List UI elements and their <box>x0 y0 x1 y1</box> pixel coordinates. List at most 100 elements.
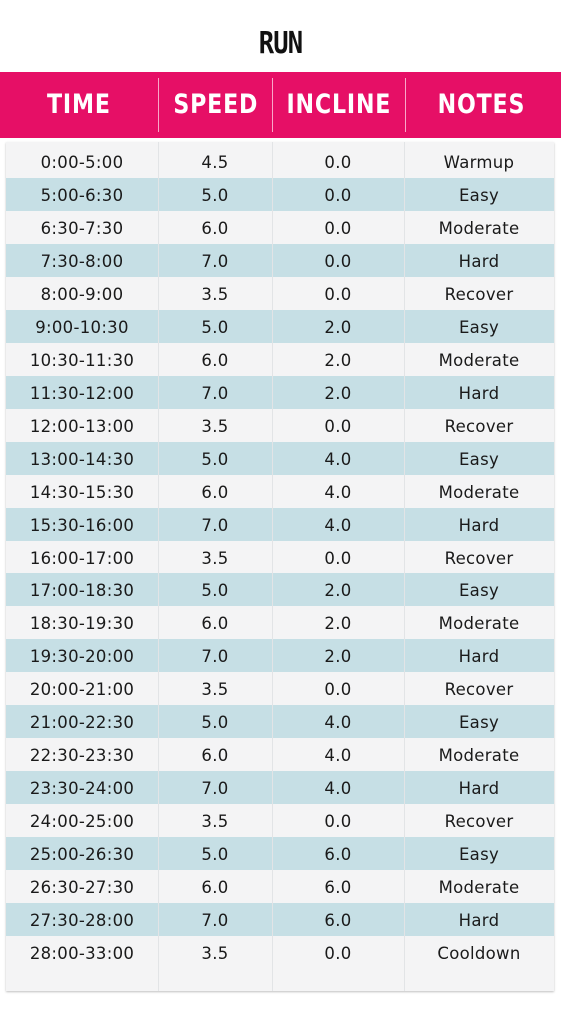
cell-notes: Moderate <box>438 350 520 370</box>
cell-notes: Hard <box>458 383 500 403</box>
cell-notes: Moderate <box>438 482 520 502</box>
cell-time: 17:00-18:30 <box>29 581 135 601</box>
cell-time: 11:30-12:00 <box>29 383 135 403</box>
cell-time: 9:00-10:30 <box>35 317 129 337</box>
cell-time: 5:00-6:30 <box>40 185 124 205</box>
cell-notes: Hard <box>458 515 500 535</box>
cell-incline: 2.0 <box>324 647 352 667</box>
table-header: TIME SPEED INCLINE NOTES <box>0 72 561 138</box>
cell-speed: 4.5 <box>201 153 229 172</box>
table-row: 28:00-33:00 3.5 0.0 Cooldown <box>6 936 554 969</box>
cell-incline: 0.0 <box>324 812 352 832</box>
cell-time: 24:00-25:00 <box>29 812 135 832</box>
table-row: 10:30-11:30 6.0 2.0 Moderate <box>6 343 554 376</box>
cell-speed: 3.5 <box>201 680 229 700</box>
cell-time: 13:00-14:30 <box>29 449 135 469</box>
cell-time: 6:30-7:30 <box>40 218 124 238</box>
table-row: 25:00-26:30 5.0 6.0 Easy <box>6 837 554 871</box>
table-row: 16:00-17:00 3.5 0.0 Recover <box>6 541 554 574</box>
table-row: 0:00-5:00 4.5 0.0 Warmup <box>6 145 554 178</box>
header-time: TIME <box>47 89 111 120</box>
cell-notes: Hard <box>458 251 500 271</box>
cell-time: 12:00-13:00 <box>29 416 135 436</box>
table-row: 19:30-20:00 7.0 2.0 Hard <box>6 639 554 673</box>
table-row: 15:30-16:00 7.0 4.0 Hard <box>6 507 554 541</box>
cell-speed: 3.5 <box>201 944 229 964</box>
table-row: 17:00-18:30 5.0 2.0 Easy <box>6 573 554 607</box>
cell-notes: Moderate <box>438 614 520 634</box>
cell-notes: Hard <box>458 647 500 667</box>
cell-incline: 4.0 <box>324 746 352 766</box>
cell-time: 7:30-8:00 <box>40 251 124 271</box>
cell-incline: 0.0 <box>324 251 352 271</box>
table-row: 26:30-27:30 6.0 6.0 Moderate <box>6 870 554 903</box>
cell-time: 18:30-19:30 <box>29 614 135 634</box>
table-row: 14:30-15:30 6.0 4.0 Moderate <box>6 475 554 508</box>
cell-notes: Easy <box>458 317 500 337</box>
cell-notes: Moderate <box>438 218 520 238</box>
header-incline: INCLINE <box>286 89 392 120</box>
table-row: 12:00-13:00 3.5 0.0 Recover <box>6 409 554 442</box>
table-row: 24:00-25:00 3.5 0.0 Recover <box>6 804 554 837</box>
cell-speed: 7.0 <box>201 383 229 403</box>
header-speed: SPEED <box>173 89 258 120</box>
header-notes: NOTES <box>437 89 525 120</box>
cell-speed: 5.0 <box>201 317 229 337</box>
cell-incline: 4.0 <box>324 482 352 502</box>
cell-time: 8:00-9:00 <box>40 284 124 304</box>
header-divider <box>405 78 406 132</box>
cell-notes: Easy <box>458 581 500 601</box>
cell-speed: 7.0 <box>201 779 229 799</box>
cell-time: 19:30-20:00 <box>29 647 135 667</box>
table-row: 20:00-21:00 3.5 0.0 Recover <box>6 672 554 705</box>
column-divider <box>272 142 273 991</box>
table-row: 22:30-23:30 6.0 4.0 Moderate <box>6 738 554 771</box>
cell-incline: 2.0 <box>324 614 352 634</box>
cell-speed: 6.0 <box>201 614 229 634</box>
cell-notes: Recover <box>444 416 514 436</box>
cell-incline: 0.0 <box>324 548 352 568</box>
cell-time: 25:00-26:30 <box>29 845 135 865</box>
cell-speed: 7.0 <box>201 911 229 931</box>
cell-speed: 6.0 <box>201 350 229 370</box>
cell-incline: 6.0 <box>324 878 352 898</box>
cell-incline: 4.0 <box>324 449 352 469</box>
table-row: 8:00-9:00 3.5 0.0 Recover <box>6 277 554 310</box>
table-row: 5:00-6:30 5.0 0.0 Easy <box>6 177 554 211</box>
cell-speed: 5.0 <box>201 185 229 205</box>
cell-speed: 6.0 <box>201 878 229 898</box>
cell-notes: Easy <box>458 845 500 865</box>
cell-incline: 0.0 <box>324 680 352 700</box>
cell-speed: 3.5 <box>201 548 229 568</box>
cell-incline: 0.0 <box>324 218 352 238</box>
interval-table: 0:00-5:00 4.5 0.0 Warmup 5:00-6:30 5.0 0.0 Easy… <box>6 142 554 991</box>
cell-incline: 2.0 <box>324 317 352 337</box>
cell-time: 26:30-27:30 <box>29 878 135 898</box>
cell-incline: 6.0 <box>324 845 352 865</box>
cell-time: 16:00-17:00 <box>29 548 135 568</box>
cell-time: 27:30-28:00 <box>29 911 135 931</box>
table-row: 18:30-19:30 6.0 2.0 Moderate <box>6 606 554 639</box>
cell-incline: 0.0 <box>324 153 352 172</box>
table-row: 21:00-22:30 5.0 4.0 Easy <box>6 705 554 739</box>
cell-speed: 7.0 <box>201 515 229 535</box>
cell-incline: 4.0 <box>324 515 352 535</box>
cell-speed: 6.0 <box>201 218 229 238</box>
cell-speed: 3.5 <box>201 284 229 304</box>
cell-incline: 4.0 <box>324 779 352 799</box>
cell-time: 14:30-15:30 <box>29 482 135 502</box>
cell-incline: 0.0 <box>324 944 352 964</box>
cell-notes: Recover <box>444 680 514 700</box>
cell-time: 28:00-33:00 <box>29 944 135 964</box>
cell-speed: 5.0 <box>201 845 229 865</box>
cell-time: 15:30-16:00 <box>29 515 135 535</box>
table-row: 27:30-28:00 7.0 6.0 Hard <box>6 903 554 937</box>
cell-time: 0:00-5:00 <box>40 153 124 172</box>
page-title: RUN <box>258 26 303 61</box>
cell-notes: Moderate <box>438 746 520 766</box>
cell-incline: 2.0 <box>324 581 352 601</box>
column-divider <box>158 142 159 991</box>
cell-incline: 6.0 <box>324 911 352 931</box>
header-divider <box>272 78 273 132</box>
cell-time: 10:30-11:30 <box>29 350 135 370</box>
